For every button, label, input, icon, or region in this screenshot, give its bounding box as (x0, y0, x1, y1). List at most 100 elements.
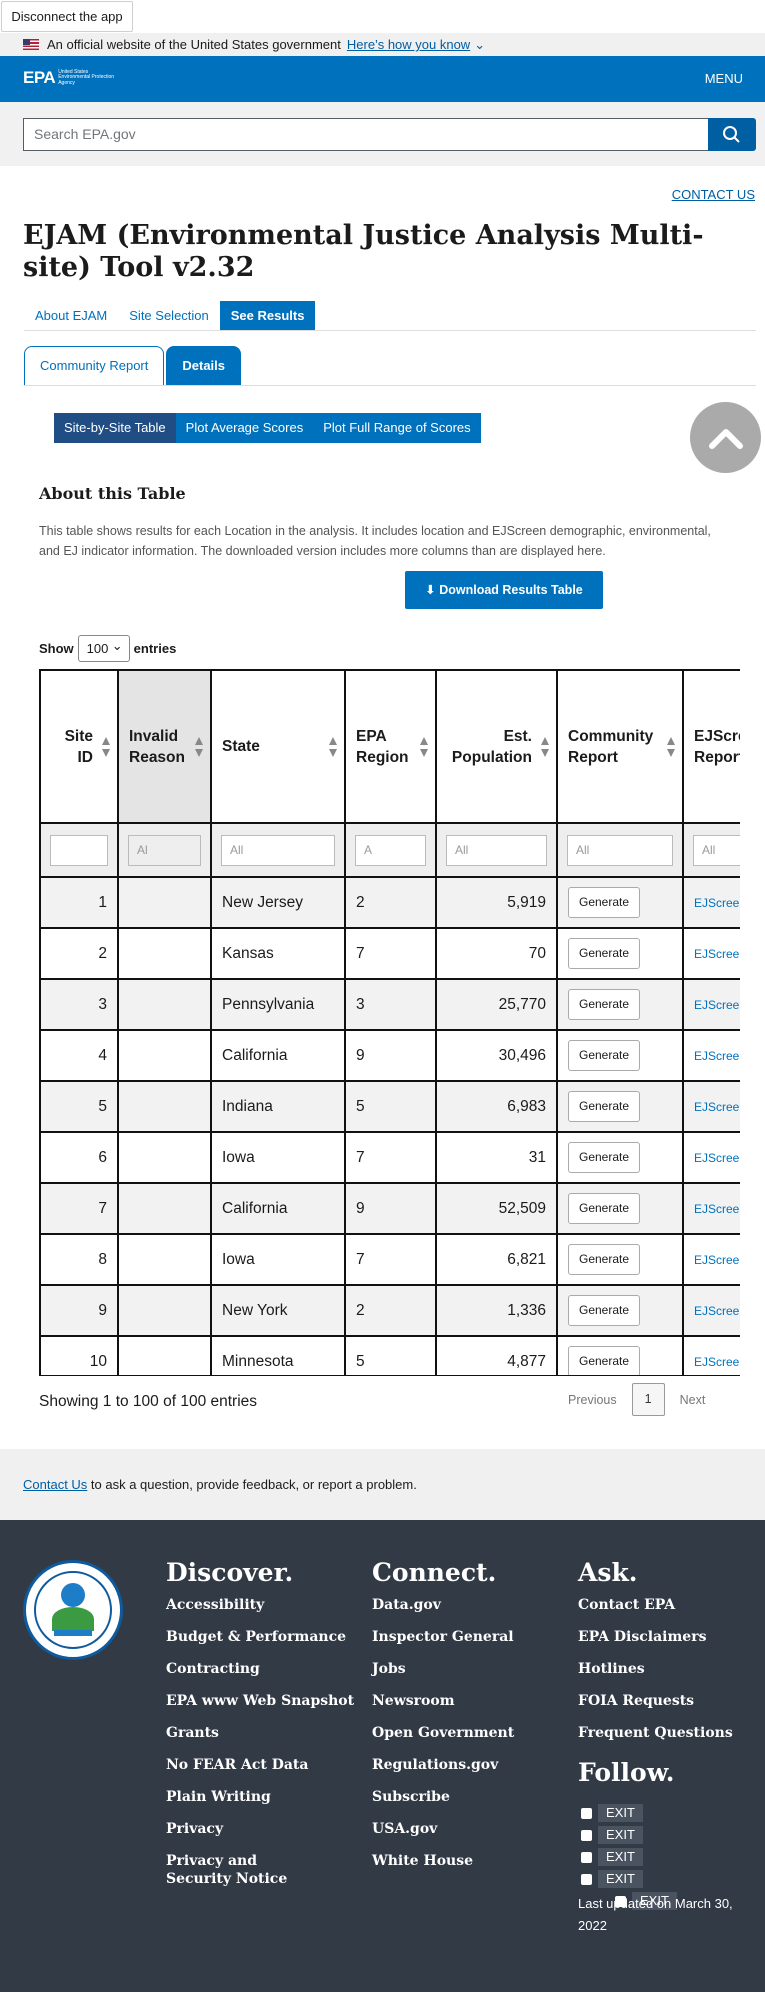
sort-icon (667, 736, 676, 757)
filter-epa-region[interactable]: A (355, 834, 426, 866)
tab-site-selection[interactable]: Site Selection (129, 308, 209, 323)
footer-link[interactable]: Jobs (372, 1661, 406, 1677)
pill-plot-full-range[interactable]: Plot Full Range of Scores (313, 413, 481, 443)
footer-link[interactable]: Contracting (166, 1661, 260, 1677)
footer-link[interactable]: Grants (166, 1725, 219, 1741)
generate-button[interactable]: Generate (568, 1142, 641, 1173)
footer-link[interactable]: No FEAR Act Data (166, 1757, 309, 1773)
pill-plot-average-scores[interactable]: Plot Average Scores (175, 413, 314, 443)
generate-button[interactable]: Generate (568, 1346, 641, 1375)
filter-site-id[interactable] (50, 834, 108, 866)
generate-button[interactable]: Generate (568, 1295, 641, 1326)
entries-select[interactable]: 100 (77, 633, 130, 662)
generate-button[interactable]: Generate (568, 1040, 641, 1071)
search-input[interactable]: Search EPA.gov (23, 118, 709, 151)
tab-community-report[interactable]: Community Report (24, 346, 165, 385)
col-invalid-reason[interactable]: Invalid Reason (117, 669, 212, 824)
table-info: Showing 1 to 100 of 100 entries (39, 1393, 258, 1410)
entries-length: Show 100 entries (39, 633, 176, 662)
pagination: Previous 1 Next (568, 1383, 705, 1416)
instagram-link[interactable]: EXIT (615, 1892, 677, 1910)
col-site-id[interactable]: Site ID (39, 669, 119, 824)
footer-link[interactable]: Accessibility (166, 1597, 265, 1613)
footer-link[interactable]: Data.gov (372, 1597, 441, 1613)
filter-est-population[interactable]: All (446, 834, 547, 866)
footer-link[interactable]: Hotlines (578, 1661, 645, 1677)
footer-link[interactable]: EPA Disclaimers (578, 1629, 707, 1645)
social-links: EXIT EXIT EXIT EXIT EXIT (581, 1804, 721, 1914)
twitter-icon (581, 1829, 592, 1841)
footer-link[interactable]: Budget & Performance (166, 1629, 347, 1645)
how-you-know-link[interactable]: Here’s how you know (346, 37, 471, 52)
col-community-report[interactable]: Community Report (556, 669, 684, 824)
tab-details[interactable]: Details (166, 346, 242, 385)
footer-link[interactable]: Newsroom (372, 1693, 455, 1709)
generate-button[interactable]: Generate (568, 1244, 641, 1275)
filter-ejscreen-report[interactable]: All (693, 834, 740, 866)
flickr-link[interactable]: EXIT (581, 1870, 643, 1888)
ejscreen-link[interactable]: EJScreen (694, 1099, 740, 1114)
col-ejscreen-report-label: EJScreen Report (694, 727, 740, 766)
footer-link[interactable]: Contact EPA (578, 1597, 676, 1613)
results-table-container[interactable]: Site ID Invalid Reason State EPA Region … (39, 669, 740, 1376)
footer-link[interactable]: EPA www Web Snapshot (166, 1693, 355, 1709)
scroll-to-top-button[interactable] (690, 402, 761, 473)
ejscreen-link[interactable]: EJScreen (694, 1252, 740, 1267)
footer-link[interactable]: Privacy and Security Notice (166, 1853, 288, 1887)
footer-link[interactable]: FOIA Requests (578, 1693, 695, 1709)
facebook-icon (581, 1807, 592, 1819)
menu-button[interactable]: MENU (704, 71, 743, 86)
download-label: Download Results Table (439, 583, 583, 597)
generate-button[interactable]: Generate (568, 989, 641, 1020)
contact-us-link-band[interactable]: Contact Us (23, 1477, 88, 1492)
ejscreen-link[interactable]: EJScreen (694, 1048, 740, 1063)
ejscreen-link[interactable]: EJScreen (694, 997, 740, 1012)
ejscreen-link[interactable]: EJScreen (694, 946, 740, 961)
footer-link[interactable]: White House (372, 1853, 474, 1869)
epa-seal-logo[interactable] (23, 1560, 123, 1660)
filter-row: Al All A All All All (39, 822, 740, 878)
generate-button[interactable]: Generate (568, 938, 641, 969)
page-1-button[interactable]: 1 (631, 1383, 665, 1416)
flickr-icon (581, 1873, 592, 1885)
cell-epa-region: 5 (344, 1080, 437, 1133)
footer-link[interactable]: USA.gov (372, 1821, 438, 1837)
youtube-link[interactable]: EXIT (581, 1848, 643, 1866)
twitter-link[interactable]: EXIT (581, 1826, 643, 1844)
ejscreen-link[interactable]: EJScreen (694, 1354, 740, 1369)
ejscreen-link[interactable]: EJScreen (694, 895, 740, 910)
cell-est-population: 52,509 (435, 1182, 558, 1235)
filter-state[interactable]: All (221, 834, 335, 866)
footer-link[interactable]: Subscribe (372, 1789, 450, 1805)
ejscreen-link[interactable]: EJScreen (694, 1201, 740, 1216)
search-button[interactable] (708, 118, 756, 151)
previous-button[interactable]: Previous (568, 1392, 617, 1407)
ejscreen-link[interactable]: EJScreen (694, 1150, 740, 1165)
results-table: Site ID Invalid Reason State EPA Region … (39, 669, 740, 1375)
footer-link[interactable]: Regulations.gov (372, 1757, 499, 1773)
col-est-population[interactable]: Est. Population (435, 669, 558, 824)
epa-logo[interactable]: EPA United States Environmental Protecti… (23, 68, 120, 88)
footer-link[interactable]: Open Government (372, 1725, 515, 1741)
col-ejscreen-report[interactable]: EJScreen Report (682, 669, 740, 824)
filter-community-report[interactable]: All (567, 834, 673, 866)
ejscreen-link[interactable]: EJScreen (694, 1303, 740, 1318)
disconnect-button[interactable]: Disconnect the app (1, 1, 133, 32)
generate-button[interactable]: Generate (568, 1193, 641, 1224)
pill-site-by-site-table[interactable]: Site-by-Site Table (54, 413, 176, 443)
col-state[interactable]: State (210, 669, 346, 824)
download-results-button[interactable]: ⬇ Download Results Table (405, 571, 603, 609)
footer-link[interactable]: Privacy (166, 1821, 224, 1837)
tab-about-ejam[interactable]: About EJAM (35, 308, 108, 323)
seal-ring (34, 1571, 112, 1649)
tab-see-results[interactable]: See Results (219, 301, 316, 330)
footer-link[interactable]: Inspector General (372, 1629, 514, 1645)
facebook-link[interactable]: EXIT (581, 1804, 643, 1822)
contact-us-link[interactable]: CONTACT US (671, 187, 755, 202)
footer-link[interactable]: Plain Writing (166, 1789, 271, 1805)
footer-link[interactable]: Frequent Questions (578, 1725, 733, 1741)
generate-button[interactable]: Generate (568, 887, 641, 918)
next-button[interactable]: Next (679, 1392, 706, 1407)
generate-button[interactable]: Generate (568, 1091, 641, 1122)
col-epa-region[interactable]: EPA Region (344, 669, 437, 824)
